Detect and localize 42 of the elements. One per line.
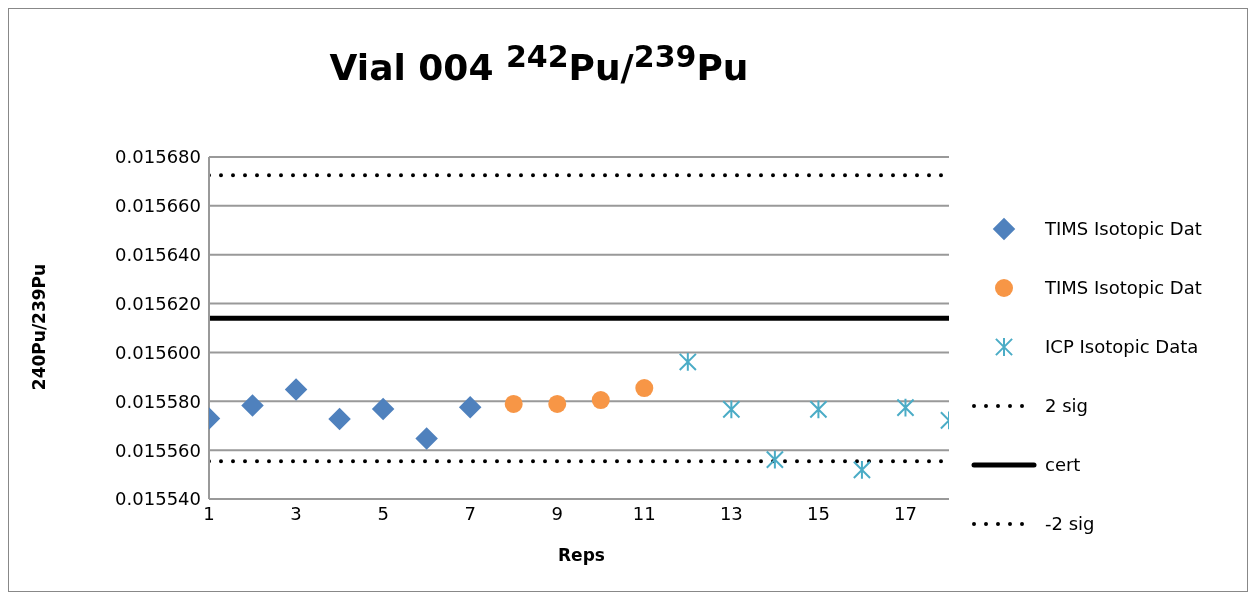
y-tick-label: 0.015560 [115, 439, 201, 461]
point [284, 378, 308, 401]
y-tick-label: 0.015680 [115, 146, 201, 168]
x-tick-label: 17 [894, 502, 917, 524]
point [896, 397, 915, 418]
legend-label: 2 sig [1045, 395, 1088, 416]
point [722, 399, 741, 420]
legend-label: ICP Isotopic Data [1045, 336, 1199, 357]
x-tick-label: 15 [806, 502, 830, 524]
x-tick-label: 9 [551, 502, 563, 524]
legend-label: cert [1045, 454, 1081, 475]
chart-title: Vial 004 $^{242}$Pu/$^{239}$Pu [328, 39, 750, 88]
y-tick-label: 0.015620 [115, 292, 201, 314]
point [809, 399, 828, 420]
y-tick-label: 0.015540 [115, 488, 201, 510]
x-tick-label: 3 [290, 502, 302, 524]
point [504, 394, 523, 413]
y-tick-label: 0.015660 [115, 195, 201, 217]
point [765, 449, 784, 470]
point [415, 427, 438, 450]
y-tick-label: 0.015600 [115, 341, 201, 363]
point [678, 352, 697, 372]
y-tick-label: 0.015640 [115, 244, 201, 266]
x-tick-label: 11 [632, 502, 656, 524]
point [852, 460, 872, 480]
point [591, 391, 610, 410]
x-tick-label: 7 [464, 502, 476, 524]
point [635, 379, 654, 398]
legend-label: TIMS Isotopic Dat [1045, 277, 1202, 298]
x-tick-label: 13 [719, 502, 743, 524]
x-axis-title: Reps [557, 545, 606, 565]
point [458, 395, 482, 419]
legend-label: TIMS Isotopic Dat [1045, 218, 1202, 239]
y-tick-label: 0.015580 [115, 390, 201, 412]
point [548, 394, 567, 413]
x-tick-label: 1 [203, 502, 215, 524]
y-axis-title: 240Pu/239Pu [29, 263, 49, 391]
point [371, 397, 395, 421]
point [328, 407, 351, 431]
point [241, 394, 264, 417]
x-tick-label: 5 [377, 502, 389, 524]
legend-label: -2 sig [1045, 513, 1095, 534]
